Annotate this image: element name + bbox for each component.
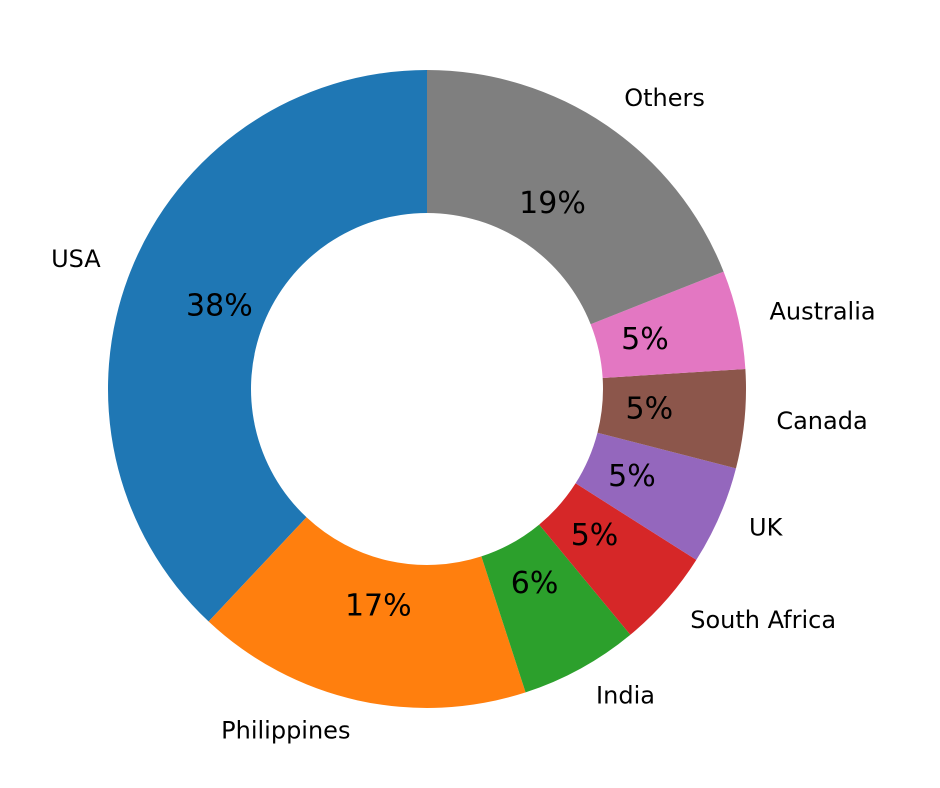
wedge (590, 271, 746, 378)
wedge-label: UK (749, 513, 784, 541)
value-label: 5% (608, 459, 656, 494)
value-label: 38% (186, 288, 253, 323)
value-label: 19% (519, 186, 586, 221)
wedge (539, 483, 697, 635)
value-label: 5% (626, 392, 674, 427)
wedge (575, 432, 736, 560)
wedge-label: Australia (769, 297, 875, 325)
wedge-label: South Africa (690, 606, 836, 634)
wedge (427, 70, 724, 325)
wedge (107, 70, 427, 622)
value-label: 6% (511, 566, 559, 601)
wedge-label: USA (51, 245, 101, 273)
value-label: 5% (621, 322, 669, 357)
wedge (208, 517, 526, 708)
value-label: 5% (571, 518, 619, 553)
wedge-label: Canada (776, 407, 867, 435)
value-label: 17% (345, 588, 412, 623)
wedge-label: India (596, 681, 655, 709)
wedge-label: Others (624, 84, 705, 112)
wedge-label: Philippines (221, 716, 350, 744)
wedge (597, 368, 746, 469)
wedge (481, 524, 631, 693)
